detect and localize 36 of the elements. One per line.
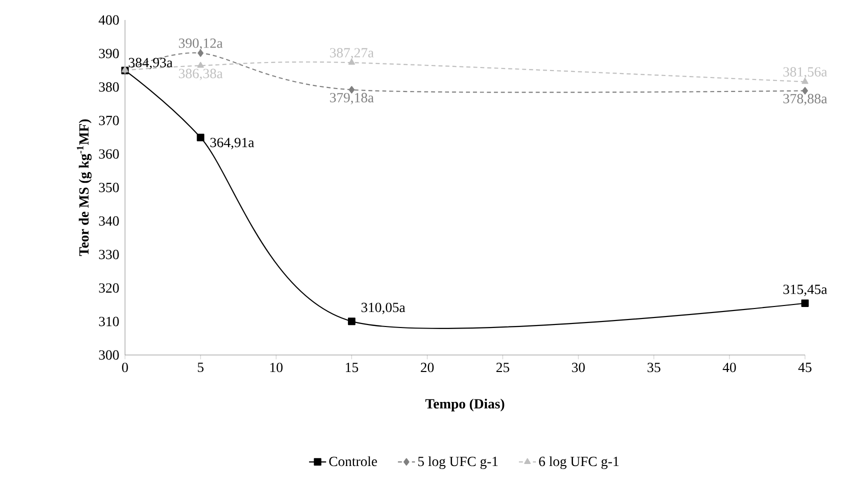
y-tick-label: 360 xyxy=(99,149,119,159)
data-label: 390,12a xyxy=(178,38,223,50)
x-tick-label: 35 xyxy=(648,362,660,372)
x-tick-label: 45 xyxy=(798,362,812,372)
legend-label: 5 log UFC g-1 xyxy=(418,456,498,470)
x-tick-label: 40 xyxy=(722,362,736,372)
x-axis-title: Tempo (Dias) xyxy=(425,398,504,412)
data-label: 381,56a xyxy=(783,67,828,79)
data-label: 310,05a xyxy=(362,302,406,314)
x-tick-label: 20 xyxy=(420,362,434,372)
y-tick-label: 350 xyxy=(99,182,119,192)
y-tick-label: 380 xyxy=(99,82,119,92)
data-label: 384,93a xyxy=(128,58,173,70)
legend-label: 6 log UFC g-1 xyxy=(539,456,619,470)
x-tick-label: 5 xyxy=(198,362,204,372)
x-tick-label: 0 xyxy=(122,362,128,372)
data-label: 364,91a xyxy=(210,138,254,150)
y-tick-label: 390 xyxy=(99,48,119,58)
y-axis-title: Teor de MS (g kg$^{-1}$MF) xyxy=(76,119,92,256)
y-tick-label: 330 xyxy=(99,250,119,260)
x-tick-label: 10 xyxy=(270,362,283,372)
data-label: 387,27a xyxy=(330,48,374,60)
y-tick-label: 400 xyxy=(98,15,119,25)
x-tick-label: 30 xyxy=(572,362,585,372)
y-tick-label: 300 xyxy=(99,350,119,360)
legend-label: Controle xyxy=(329,456,377,466)
y-tick-label: 320 xyxy=(99,283,119,293)
data-label: 315,45a xyxy=(783,284,828,296)
y-tick-label: 310 xyxy=(99,316,119,326)
data-label: 379,18a xyxy=(330,92,374,104)
y-tick-label: 370 xyxy=(99,116,119,126)
x-tick-label: 25 xyxy=(496,362,510,372)
data-label: 386,38a xyxy=(178,68,223,80)
x-tick-label: 15 xyxy=(346,362,358,372)
y-tick-label: 340 xyxy=(99,216,119,226)
data-label: 378,88a xyxy=(783,94,828,106)
